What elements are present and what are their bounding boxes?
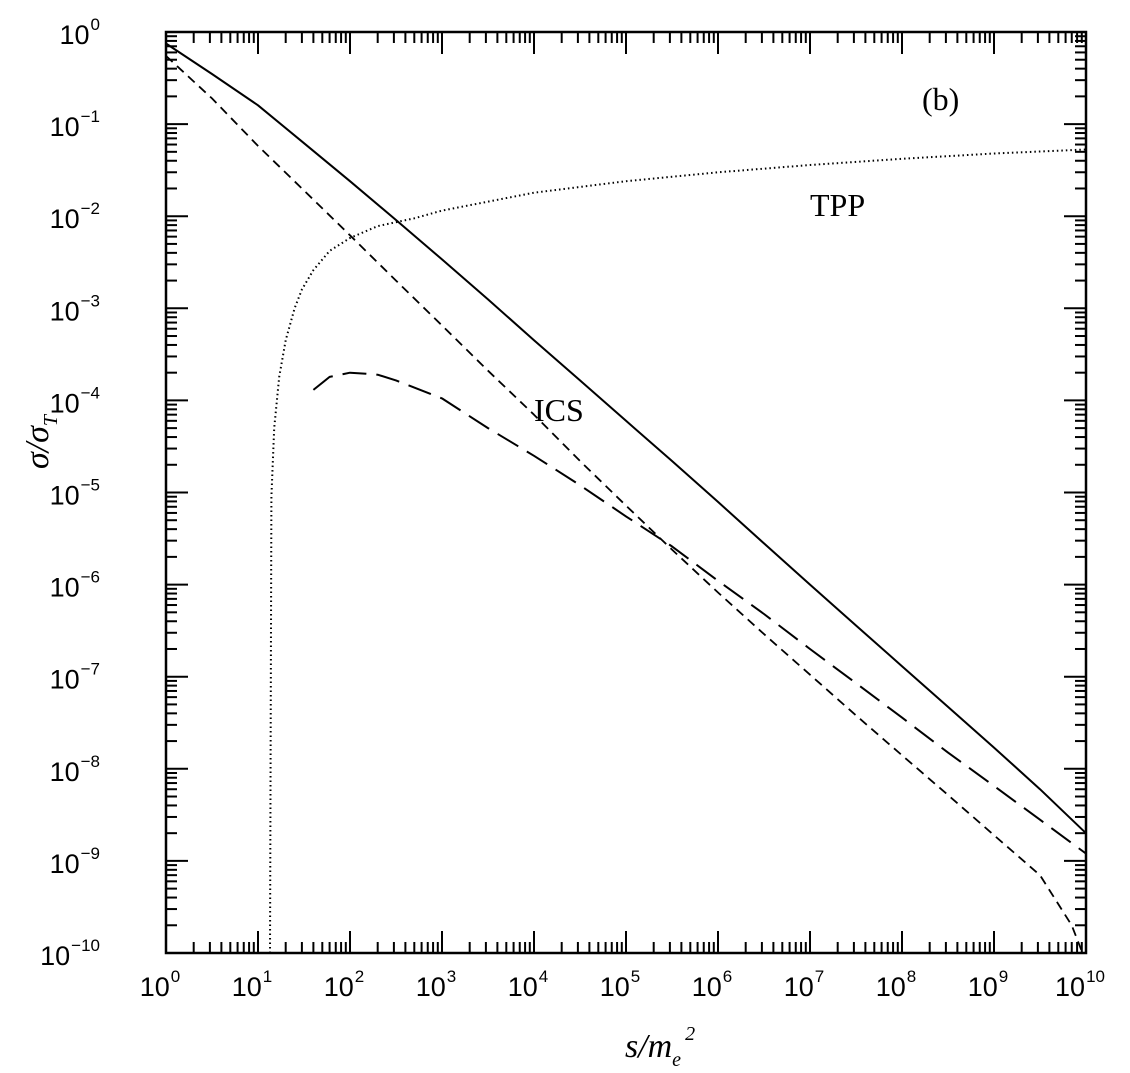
x-tick-base: 10 (600, 972, 630, 1002)
x-tick-exponent: 2 (355, 967, 364, 986)
x-tick-label: 103 (416, 967, 457, 1002)
x-tick-base: 10 (416, 972, 446, 1002)
x-tick-base: 10 (324, 972, 354, 1002)
y-tick-exponent: −5 (81, 476, 100, 495)
curves (166, 42, 1086, 953)
y-tick-label: 10−4 (50, 383, 100, 418)
series-long-dash-line (312, 371, 1086, 855)
x-tick-exponent: 8 (907, 967, 916, 986)
x-tick-base: 10 (968, 972, 998, 1002)
y-tick-label: 10−6 (50, 568, 100, 603)
x-tick-label: 109 (968, 967, 1009, 1002)
y-tick-label: 10−10 (40, 936, 100, 971)
x-tick-base: 10 (876, 972, 906, 1002)
x-tick-exponent: 5 (631, 967, 640, 986)
x-tick-label: 108 (876, 967, 917, 1002)
y-tick-exponent: 0 (91, 15, 100, 34)
x-tick-label: 105 (600, 967, 641, 1002)
x-tick-base: 10 (508, 972, 538, 1002)
x-tick-exponent: 9 (999, 967, 1008, 986)
x-tick-exponent: 1 (263, 967, 272, 986)
y-tick-base: 10 (50, 573, 80, 603)
x-tick-label: 102 (324, 967, 365, 1002)
x-tick-base: 10 (140, 972, 170, 1002)
x-tick-exponent: 3 (447, 967, 456, 986)
y-tick-label: 10−7 (50, 660, 100, 695)
y-tick-exponent: −6 (81, 568, 100, 587)
y-tick-label: 10−2 (50, 199, 100, 234)
x-tick-exponent: 7 (815, 967, 824, 986)
y-tick-base: 10 (50, 849, 80, 879)
x-tick-exponent: 4 (539, 967, 548, 986)
x-tick-base: 10 (692, 972, 722, 1002)
y-tick-exponent: −10 (71, 936, 100, 955)
y-axis-label: σ/σT (19, 413, 62, 469)
annotations: TPP ICS (534, 187, 865, 428)
y-tick-exponent: −9 (81, 844, 100, 863)
x-axis-label: s/me2 (625, 1023, 695, 1071)
y-axis-label-sub: T (40, 413, 62, 426)
x-tick-base: 10 (784, 972, 814, 1002)
y-tick-exponent: −1 (81, 107, 100, 126)
y-tick-exponent: −7 (81, 660, 100, 679)
x-axis-label-sup: 2 (685, 1023, 695, 1045)
series-short-dash-line (166, 55, 1084, 953)
x-tick-base: 10 (1055, 972, 1085, 1002)
x-axis-label-sub: e (672, 1049, 681, 1071)
x-tick-label: 106 (692, 967, 733, 1002)
x-tick-exponent: 6 (723, 967, 732, 986)
y-tick-label: 10−8 (50, 752, 100, 787)
x-tick-base: 10 (232, 972, 262, 1002)
y-tick-base: 10 (50, 204, 80, 234)
x-tick-label: 107 (784, 967, 825, 1002)
y-tick-label: 10−5 (50, 476, 100, 511)
series-solid-line (166, 42, 1086, 834)
x-tick-label: 104 (508, 967, 549, 1002)
tick-marks (165, 31, 1087, 954)
annotation-tpp: TPP (810, 187, 865, 223)
plot-frame (164, 30, 1088, 955)
panel-label: (b) (922, 81, 959, 117)
y-tick-label: 10−3 (50, 291, 100, 326)
y-tick-label: 10−1 (50, 107, 100, 142)
y-axis-label-main: σ/σ (19, 425, 56, 469)
y-tick-base: 10 (59, 20, 89, 50)
y-tick-exponent: −4 (81, 383, 100, 402)
y-tick-exponent: −2 (81, 199, 100, 218)
y-tick-base: 10 (40, 941, 70, 971)
x-tick-label: 101 (232, 967, 273, 1002)
annotation-ics: ICS (534, 392, 584, 428)
y-tick-base: 10 (50, 388, 80, 418)
x-tick-label: 1010 (1055, 967, 1105, 1002)
y-tick-exponent: −3 (81, 291, 100, 310)
y-tick-base: 10 (50, 112, 80, 142)
x-tick-label: 100 (140, 967, 181, 1002)
y-tick-label: 10−9 (50, 844, 100, 879)
tick-labels: 100 101 102 103 104 105 106 107 108 109 101010010−… (40, 15, 1105, 1002)
y-tick-label: 100 (59, 15, 100, 50)
y-tick-base: 10 (50, 296, 80, 326)
y-tick-base: 10 (50, 481, 80, 511)
y-tick-base: 10 (50, 665, 80, 695)
curves-clip-group (166, 42, 1086, 953)
x-tick-exponent: 0 (171, 967, 180, 986)
y-tick-base: 10 (50, 757, 80, 787)
x-tick-exponent: 10 (1086, 967, 1105, 986)
x-axis-label-main: s/m (625, 1028, 672, 1065)
y-tick-exponent: −8 (81, 752, 100, 771)
